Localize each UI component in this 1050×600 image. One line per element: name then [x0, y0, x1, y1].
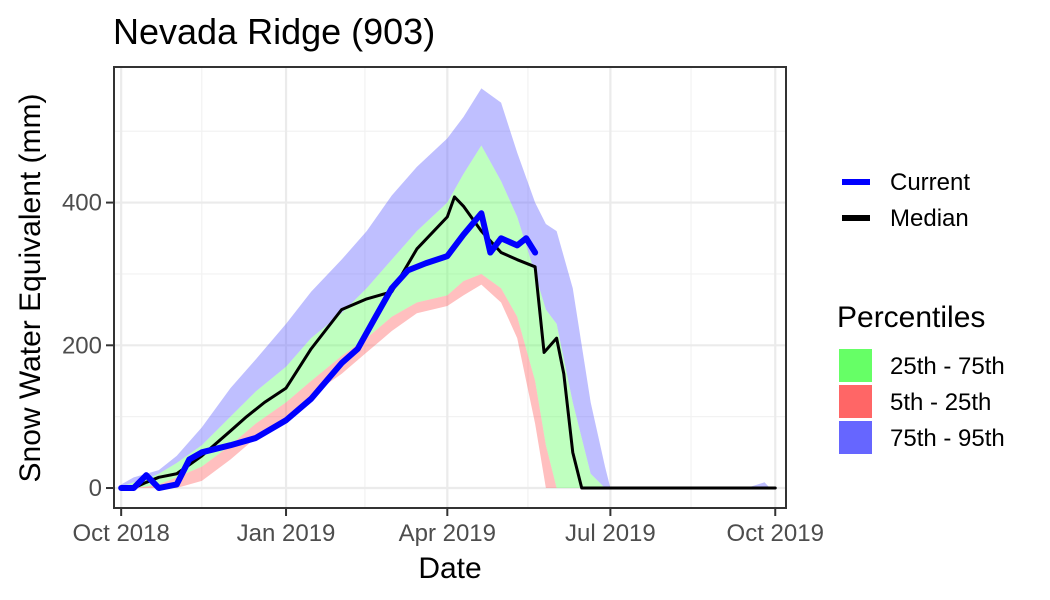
legend-p25_75-swatch [839, 349, 872, 382]
x-tick-label-2: Apr 2019 [399, 520, 496, 547]
x-axis-ticks: Oct 2018 Jan 2019 Apr 2019 Jul 2019 Oct 2019 [72, 508, 824, 547]
legend-p75_95-label: 75th - 95th [890, 425, 1005, 452]
x-axis-label: Date [418, 552, 481, 585]
y-tick-label-0: 0 [89, 475, 102, 502]
x-tick-label-0: Oct 2018 [72, 520, 169, 547]
current-line [118, 210, 539, 492]
percentile-bands [121, 88, 776, 489]
y-axis-ticks: 0 200 400 [62, 190, 114, 502]
band-75th-95th [121, 88, 776, 489]
legend-percentiles-title: Percentiles [837, 301, 985, 334]
x-tick-label-1: Jan 2019 [237, 520, 336, 547]
y-axis-label: Snow Water Equivalent (mm) [14, 93, 47, 482]
legend-current-label: Current [890, 169, 970, 196]
x-tick-label-4: Oct 2019 [727, 520, 824, 547]
plot-panel-border [113, 66, 787, 509]
median-line [119, 195, 777, 490]
chart-title: Nevada Ridge (903) [113, 11, 435, 52]
legend-p75_95-swatch [839, 421, 872, 454]
y-tick-label-1: 200 [62, 332, 102, 359]
legend-p5_25-swatch [839, 385, 872, 418]
legend-p25_75-label: 25th - 75th [890, 353, 1005, 380]
y-tick-label-2: 400 [62, 190, 102, 217]
legend-median-label: Median [890, 205, 969, 232]
legend: Current Median Percentiles 25th - 75th 5th -… [837, 169, 1005, 454]
x-tick-label-3: Jul 2019 [565, 520, 656, 547]
band-25th-75th [121, 145, 776, 489]
series-lines [118, 195, 777, 492]
legend-p5_25-label: 5th - 25th [890, 389, 991, 416]
